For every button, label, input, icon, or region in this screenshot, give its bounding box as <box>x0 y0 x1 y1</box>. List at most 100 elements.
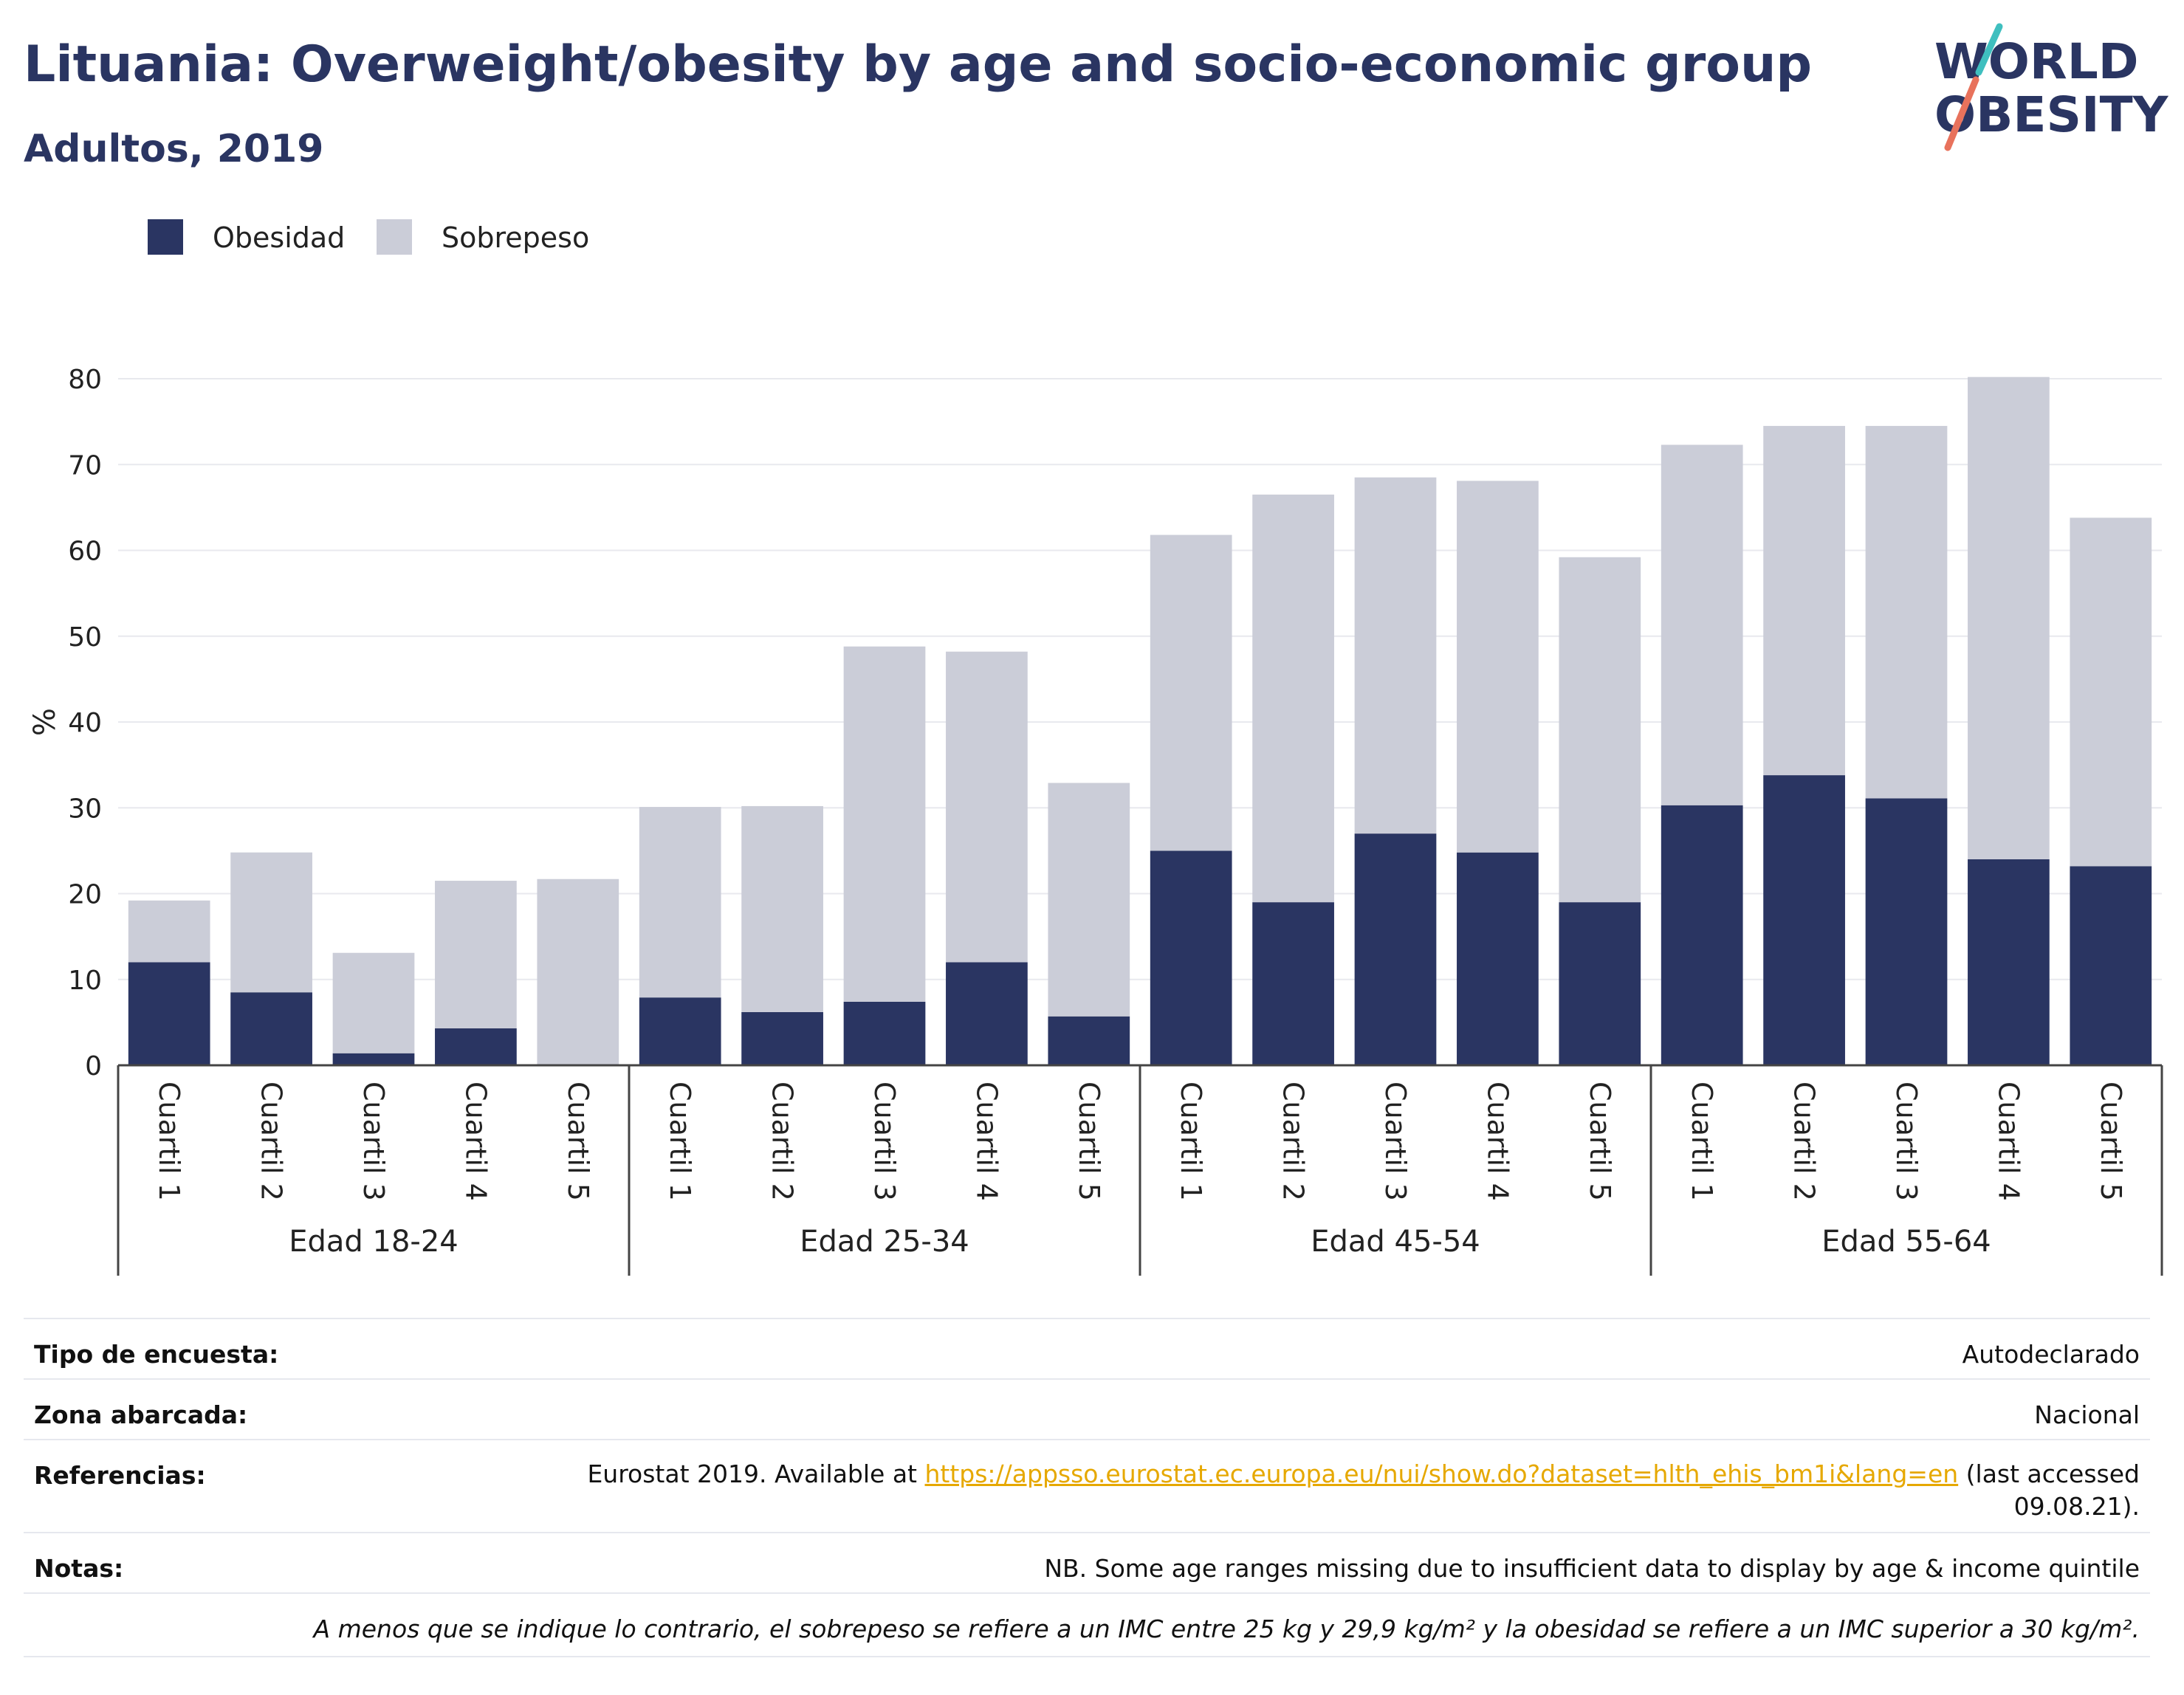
x-tick-label: Cuartil 5 <box>1584 1082 1616 1201</box>
references-label: Referencias: <box>34 1461 206 1490</box>
bar-obesidad <box>946 962 1028 1065</box>
info-row-footnote: A menos que se indique lo contrario, el … <box>24 1592 2150 1657</box>
y-tick-label: 20 <box>68 880 102 910</box>
x-tick-label: Cuartil 2 <box>1277 1082 1310 1201</box>
coverage-value: Nacional <box>2034 1400 2140 1429</box>
bar-sobrepeso <box>1763 425 1845 776</box>
bar-sobrepeso <box>946 651 1028 963</box>
bar-sobrepeso <box>1252 494 1334 903</box>
bar-obesidad <box>435 1028 517 1065</box>
info-row-coverage: Zona abarcada: Nacional <box>24 1378 2150 1439</box>
bar-sobrepeso <box>537 879 619 1065</box>
notes-value: NB. Some age ranges missing due to insuf… <box>1044 1554 2140 1583</box>
bar-obesidad <box>1252 902 1334 1065</box>
footnote-text: A menos que se indique lo contrario, el … <box>313 1615 2140 1643</box>
bar-sobrepeso <box>128 900 210 963</box>
y-tick-label: 40 <box>68 708 102 738</box>
bar-sobrepeso <box>1354 477 1437 834</box>
bar-sobrepeso <box>639 807 721 998</box>
legend-swatch-obesidad <box>148 219 183 255</box>
info-table: Tipo de encuesta: Autodeclarado Zona aba… <box>24 1318 2150 1657</box>
x-tick-label: Cuartil 1 <box>1175 1082 1207 1201</box>
y-tick-label: 50 <box>68 622 102 653</box>
survey-type-label: Tipo de encuesta: <box>34 1340 279 1369</box>
bar-obesidad <box>2070 866 2152 1065</box>
bar-sobrepeso <box>1457 481 1539 853</box>
info-row-notes: Notas: NB. Some age ranges missing due t… <box>24 1532 2150 1592</box>
chart-subtitle: Adultos, 2019 <box>24 127 324 171</box>
bar-sobrepeso <box>1559 557 1641 903</box>
bar-obesidad <box>1457 852 1539 1065</box>
x-tick-label: Cuartil 1 <box>1686 1082 1718 1201</box>
svg-text:WORLD: WORLD <box>1934 33 2139 90</box>
stacked-bar-chart: 0 10 20 30 40 50 60 70 80% Cuartil 1 Cuartil 2 Cuar… <box>28 365 2163 1276</box>
world-obesity-logo: WORLD OBESITY <box>1934 23 2169 151</box>
x-tick-label: Cuartil 5 <box>1073 1082 1105 1201</box>
x-tick-label: Cuartil 2 <box>1788 1082 1821 1201</box>
bar-obesidad <box>1354 833 1437 1065</box>
svg-text:OBESITY: OBESITY <box>1934 86 2169 143</box>
y-tick-label: 70 <box>68 450 102 481</box>
legend-swatch-sobrepeso <box>377 219 412 255</box>
chart-title: Lituania: Overweight/obesity by age and … <box>24 35 1813 94</box>
x-tick-label: Cuartil 4 <box>459 1082 492 1201</box>
group-label: Edad 45-54 <box>1311 1225 1480 1259</box>
y-tick-label: 10 <box>68 966 102 996</box>
bar-sobrepeso <box>230 852 312 993</box>
bar-obesidad <box>230 992 312 1065</box>
x-tick-label: Cuartil 1 <box>664 1082 696 1201</box>
bar-sobrepeso <box>1865 425 1948 799</box>
references-value: Eurostat 2019. Available at https://apps… <box>515 1458 2140 1523</box>
bar-sobrepeso <box>435 881 517 1029</box>
info-row-survey-type: Tipo de encuesta: Autodeclarado <box>24 1318 2150 1378</box>
eurostat-link[interactable]: https://appsso.eurostat.ec.europa.eu/nui… <box>924 1460 1959 1488</box>
y-axis-label: % <box>28 708 62 736</box>
notes-label: Notas: <box>34 1554 124 1583</box>
y-tick-label: 30 <box>68 794 102 824</box>
bar-obesidad <box>741 1011 823 1065</box>
group-label: Edad 25-34 <box>800 1225 969 1259</box>
x-tick-label: Cuartil 5 <box>562 1082 594 1201</box>
references-suffix: (last accessed 09.08.21). <box>1958 1460 2140 1521</box>
survey-type-value: Autodeclarado <box>1962 1340 2140 1369</box>
x-tick-label: Cuartil 1 <box>153 1082 185 1201</box>
bar-obesidad <box>1559 902 1641 1065</box>
x-tick-label: Cuartil 3 <box>357 1082 390 1201</box>
x-tick-label: Cuartil 4 <box>1481 1082 1514 1201</box>
bar-sobrepeso <box>741 805 823 1012</box>
bar-sobrepeso <box>332 952 415 1053</box>
x-tick-label: Cuartil 3 <box>1379 1082 1412 1201</box>
y-tick-label: 0 <box>85 1051 102 1082</box>
bar-obesidad <box>1661 805 1743 1065</box>
group-label: Edad 18-24 <box>289 1225 459 1259</box>
info-row-references: Referencias: Eurostat 2019. Available at… <box>24 1439 2150 1532</box>
bar-obesidad <box>1150 850 1232 1065</box>
bar-sobrepeso <box>1150 534 1232 851</box>
x-tick-label: Cuartil 4 <box>970 1082 1003 1201</box>
coverage-label: Zona abarcada: <box>34 1400 248 1429</box>
bar-obesidad <box>1865 798 1948 1065</box>
bar-obesidad <box>843 1001 926 1065</box>
bar-sobrepeso <box>1968 377 2050 859</box>
x-tick-label: Cuartil 4 <box>1992 1082 2025 1201</box>
x-tick-label: Cuartil 2 <box>255 1082 288 1201</box>
bar-obesidad <box>1048 1016 1130 1065</box>
legend-label-sobrepeso: Sobrepeso <box>442 221 590 254</box>
group-label: Edad 55-64 <box>1821 1225 1991 1259</box>
y-tick-label: 80 <box>68 365 102 395</box>
bar-sobrepeso <box>1048 783 1130 1017</box>
bar-obesidad <box>639 997 721 1065</box>
legend-label-obesidad: Obesidad <box>213 221 346 254</box>
y-tick-label: 60 <box>68 537 102 567</box>
bar-obesidad <box>1763 775 1845 1065</box>
bar-obesidad <box>332 1053 415 1065</box>
references-prefix: Eurostat 2019. Available at <box>587 1460 925 1488</box>
bar-obesidad <box>1968 859 2050 1065</box>
bar-obesidad <box>128 962 210 1065</box>
bar-sobrepeso <box>2070 518 2152 867</box>
x-tick-label: Cuartil 2 <box>766 1082 799 1201</box>
bar-sobrepeso <box>1661 444 1743 805</box>
bar-sobrepeso <box>843 646 926 1002</box>
x-tick-label: Cuartil 3 <box>1890 1082 1923 1201</box>
x-tick-label: Cuartil 5 <box>2095 1082 2127 1201</box>
